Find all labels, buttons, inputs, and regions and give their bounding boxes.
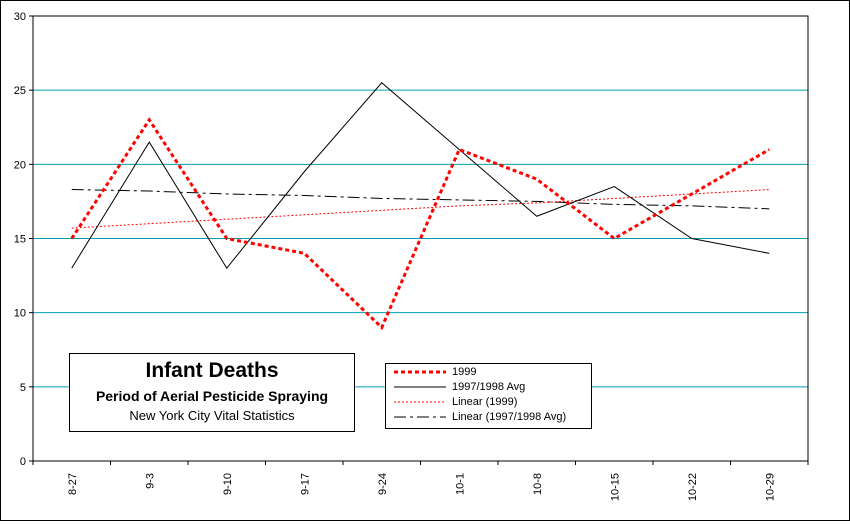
legend-label-linear-avg: Linear (1997/1998 Avg) [452,411,567,423]
chart-subtitle: Period of Aerial Pesticide Spraying [95,388,329,404]
x-tick-label: 9-10 [222,473,234,495]
legend: 1999 1997/1998 Avg Linear (1999) Linear … [385,363,592,429]
y-tick-label: 30 [14,11,26,23]
series-line-3 [71,189,770,210]
x-tick-label: 10-1 [454,473,466,495]
chart-title: Infant Deaths [145,359,279,382]
x-tick-label: 10-29 [764,473,776,501]
legend-item-1999: 1999 [386,365,591,380]
y-tick-label: 10 [14,308,26,320]
legend-label-linear-1999: Linear (1999) [452,396,518,408]
y-tick-label: 5 [20,382,26,394]
legend-item-avg: 1997/1998 Avg [386,380,591,395]
legend-item-linear-avg: Linear (1997/1998 Avg) [386,410,591,425]
x-tick-label: 10-15 [609,473,621,501]
legend-item-linear-1999: Linear (1999) [386,395,591,410]
x-tick-label: 9-24 [377,473,389,495]
x-tick-label: 8-27 [67,473,79,495]
legend-swatch-1999 [394,370,446,374]
series-line-0 [70,117,770,331]
y-tick-label: 20 [14,159,26,171]
series-line-2 [71,189,770,229]
x-tick-label: 9-3 [144,473,156,489]
legend-swatch-avg [394,386,446,388]
chart-title-box: Infant Deaths Period of Aerial Pesticide… [69,353,355,432]
y-tick-label: 0 [20,456,26,468]
legend-label-1999: 1999 [452,366,477,378]
x-tick-label: 10-22 [687,473,699,501]
series-line-1 [71,82,770,270]
legend-swatch-linear-1999 [394,401,446,403]
y-tick-label: 25 [14,85,26,97]
legend-swatch-linear-avg [394,416,446,418]
y-tick-label: 15 [14,234,26,246]
legend-label-avg: 1997/1998 Avg [452,381,526,393]
x-tick-label: 9-17 [299,473,311,495]
chart-source: New York City Vital Statistics [129,408,295,423]
x-tick-label: 10-8 [532,473,544,495]
